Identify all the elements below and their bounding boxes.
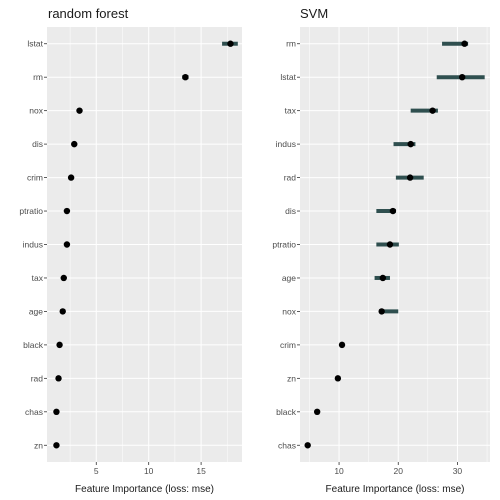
rf-xtick-label: 10 xyxy=(144,466,154,476)
rf-point-black xyxy=(56,341,63,349)
svm-point-nox xyxy=(378,308,385,315)
svm-ytick-label-age: age xyxy=(282,273,296,283)
rf-ytick-label-age: age xyxy=(29,306,43,316)
svm-point-indus xyxy=(407,140,414,148)
svm-ytick-label-lstat: lstat xyxy=(280,72,296,82)
rf-point-lstat xyxy=(227,40,234,47)
svm-point-lstat xyxy=(458,73,466,81)
svm-point-age xyxy=(379,274,387,282)
svm-point-crim xyxy=(338,341,346,349)
rf-x-axis-label: Feature Importance (loss: mse) xyxy=(75,484,214,495)
svm-xtick-label: 10 xyxy=(334,466,344,476)
rf-panel-title: random forest xyxy=(48,6,129,21)
rf-ytick-label-black: black xyxy=(23,340,44,350)
rf-xtick-label: 5 xyxy=(94,466,99,476)
svm-ytick-label-tax: tax xyxy=(285,106,297,116)
svm-ytick-label-rad: rad xyxy=(284,173,297,183)
rf-ytick-label-rad: rad xyxy=(31,373,44,383)
svm-xtick-label: 30 xyxy=(453,466,463,476)
rf-ytick-label-dis: dis xyxy=(32,139,43,149)
rf-point-indus xyxy=(63,241,71,248)
svm-point-zn xyxy=(334,375,342,382)
rf-ytick-label-lstat: lstat xyxy=(27,39,43,49)
svm-ytick-label-zn: zn xyxy=(287,373,296,383)
svm-ytick-label-ptratio: ptratio xyxy=(272,240,296,250)
rf-point-zn xyxy=(53,442,60,449)
rf-ytick-label-chas: chas xyxy=(25,407,43,417)
rf-ytick-label-zn: zn xyxy=(34,440,43,450)
rf-ytick-label-crim: crim xyxy=(27,173,43,183)
rf-point-chas xyxy=(53,408,60,416)
rf-ytick-label-rm: rm xyxy=(33,72,43,82)
svm-point-black xyxy=(313,408,321,416)
rf-ytick-label-tax: tax xyxy=(32,273,44,283)
rf-point-rad xyxy=(55,375,62,382)
svm-point-ptratio xyxy=(386,241,394,248)
svm-ytick-label-dis: dis xyxy=(285,206,296,216)
svm-xtick-label: 20 xyxy=(394,466,404,476)
rf-xtick-label: 15 xyxy=(196,466,206,476)
svm-point-dis xyxy=(389,207,397,215)
rf-ytick-label-ptratio: ptratio xyxy=(19,206,43,216)
rf-point-crim xyxy=(67,174,75,181)
rf-point-rm xyxy=(182,73,189,81)
rf-ytick-label-nox: nox xyxy=(29,106,43,116)
svm-point-rad xyxy=(406,174,414,181)
rf-point-tax xyxy=(60,274,67,282)
svm-panel-title: SVM xyxy=(300,6,328,21)
rf-ytick-label-indus: indus xyxy=(23,240,43,250)
svm-point-chas xyxy=(304,442,311,449)
rf-point-age xyxy=(59,308,66,315)
rf-point-nox xyxy=(76,107,83,114)
svm-x-axis-label: Feature Importance (loss: mse) xyxy=(326,484,465,495)
svm-ytick-label-black: black xyxy=(276,407,297,417)
svm-ytick-label-chas: chas xyxy=(278,440,296,450)
svm-point-tax xyxy=(429,107,436,114)
svm-point-rm xyxy=(461,40,468,47)
svm-ytick-label-nox: nox xyxy=(282,306,296,316)
rf-point-ptratio xyxy=(63,207,71,215)
svm-ytick-label-indus: indus xyxy=(276,139,296,149)
svm-ytick-label-crim: crim xyxy=(280,340,296,350)
svm-ytick-label-rm: rm xyxy=(286,39,296,49)
rf-point-dis xyxy=(71,140,78,148)
